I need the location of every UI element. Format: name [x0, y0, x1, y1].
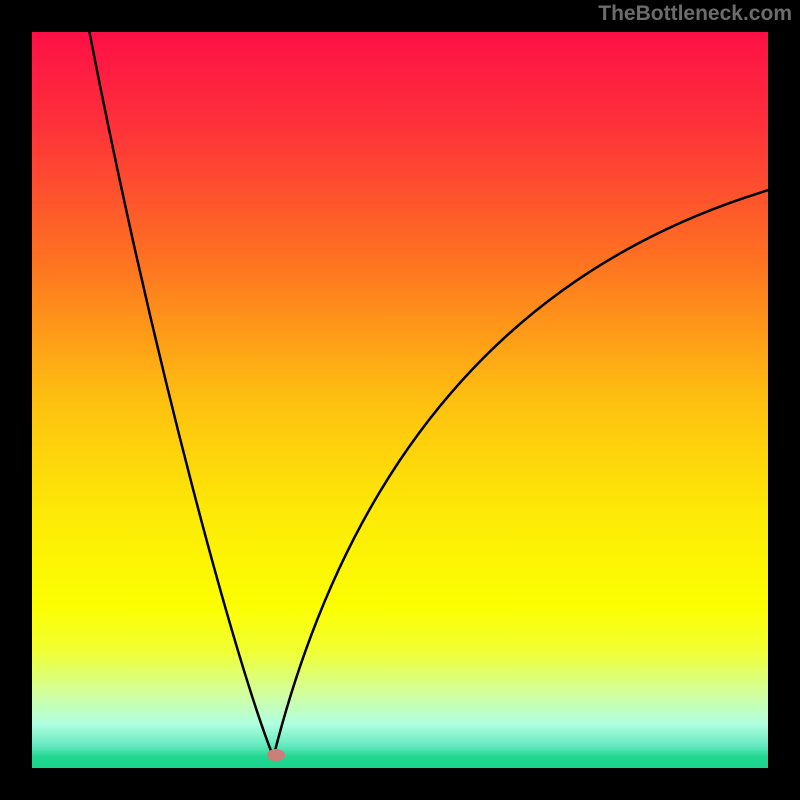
optimal-point-marker: [267, 749, 285, 761]
curve-path: [89, 32, 768, 757]
watermark-text: TheBottleneck.com: [598, 2, 792, 26]
bottleneck-curve: [32, 32, 768, 768]
plot-area: [32, 32, 768, 768]
